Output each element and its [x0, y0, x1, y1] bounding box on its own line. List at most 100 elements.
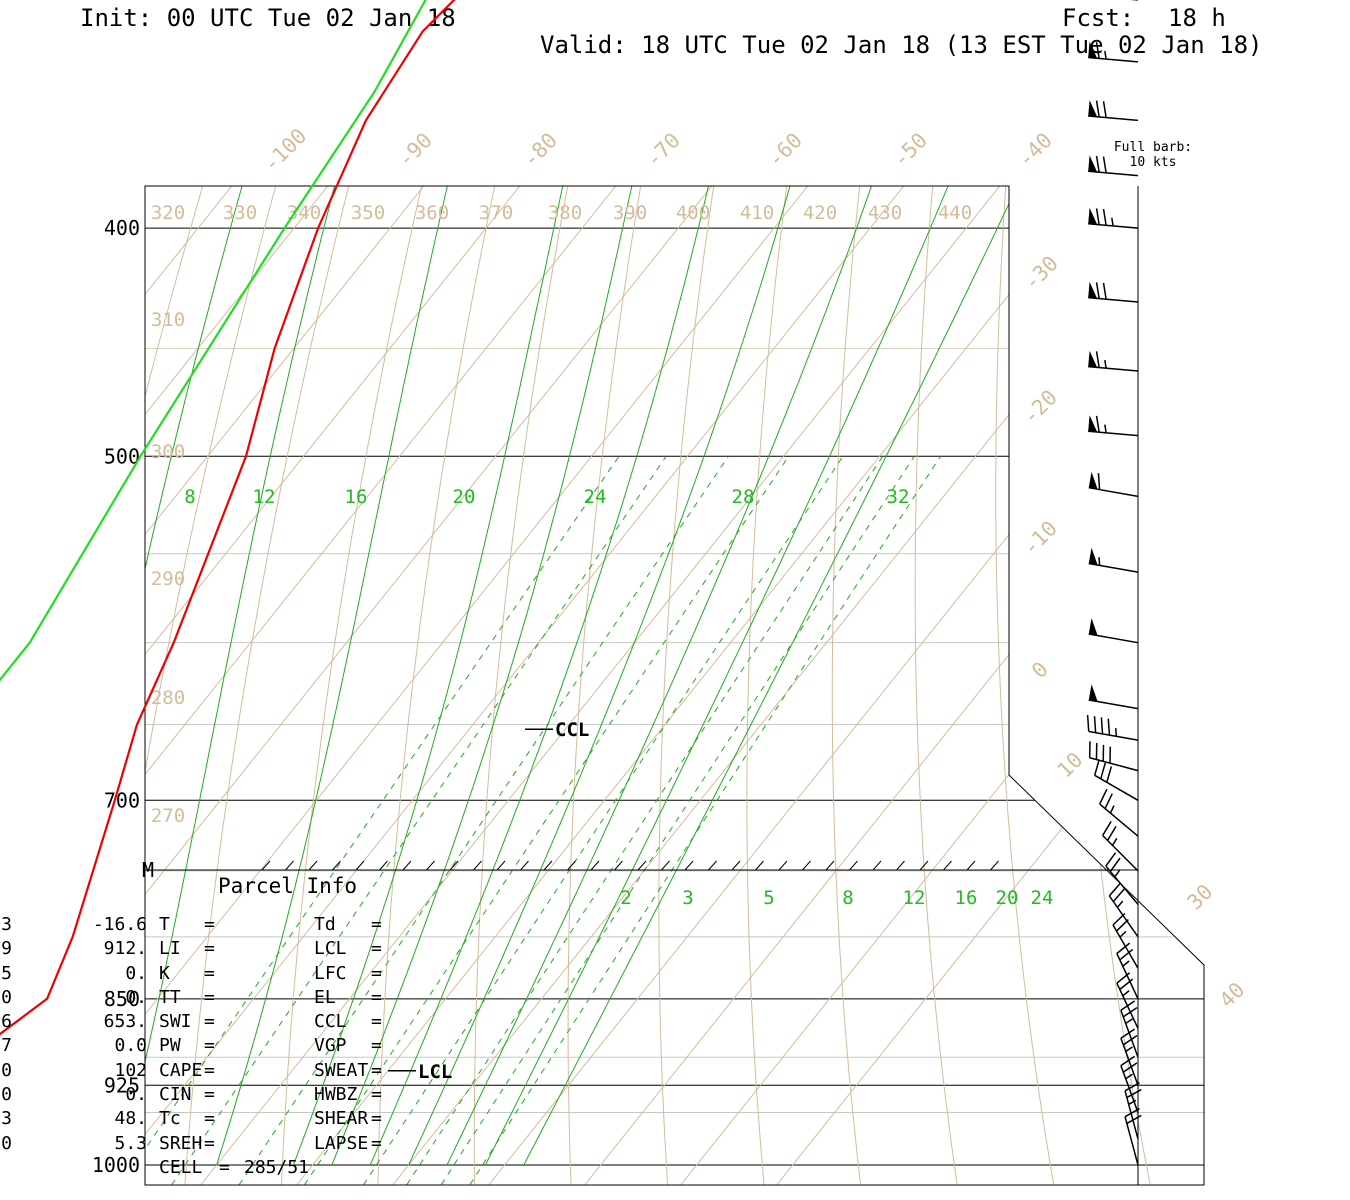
parcel-right-label: LAPSE: [314, 1132, 369, 1154]
mixing-ratio-line: [386, 456, 884, 1185]
parcel-left-label: LI: [159, 938, 181, 960]
parcel-left-label: SREH: [159, 1132, 203, 1154]
plot-frame: [144, 185, 1205, 1186]
freezing-tick: [590, 860, 600, 871]
wind-barb: [1088, 350, 1139, 372]
parcel-right-label: Td: [314, 914, 336, 935]
dry-adiabat-line: [1225, 0, 1350, 1200]
moist-adiabat-label: 12: [253, 486, 276, 508]
dry-adiabat-line: [658, 186, 1069, 1185]
freezing-tick: [355, 860, 365, 871]
parcel-right-value: 0.0: [114, 1035, 147, 1057]
theta-label: 440: [938, 202, 972, 224]
moist-adiabat-line: [369, 186, 1104, 1166]
valid-time: Valid: 18 UTC Tue 02 Jan 18 (13 EST Tue …: [540, 31, 1263, 59]
wind-barb: [1088, 415, 1139, 437]
parcel-left-label: Tc: [159, 1108, 181, 1130]
parcel-right-label: CCL: [314, 1011, 347, 1033]
pressure-label: 700: [104, 788, 140, 812]
theta-label: 290: [151, 568, 185, 590]
parcel-cell-value: 285/51: [244, 1156, 310, 1178]
mixing-ratio-line: [145, 456, 620, 1185]
parcel-right-label: SHEAR: [314, 1108, 369, 1130]
isotherm-line: [392, 186, 1193, 1185]
isotherm-line: [145, 186, 425, 1185]
wind-barb: [1093, 759, 1139, 801]
freezing-tick: [919, 860, 929, 871]
isotherm-label: -20: [1018, 385, 1062, 429]
forecast-label: Fcst:: [1062, 4, 1135, 32]
theta-label: 410: [740, 202, 774, 224]
moist-adiabat-line: [145, 186, 777, 1166]
freezing-tick: [402, 860, 412, 871]
isotherm-line: [680, 186, 1204, 1185]
wind-barb: [1088, 155, 1139, 177]
isotherm-line: [776, 186, 1204, 1185]
parcel-left-label: CIN: [159, 1084, 192, 1106]
mixing-ratio-line: [218, 456, 729, 1185]
dewpoint-line: [0, 0, 427, 682]
dry-adiabat-line: [831, 186, 1168, 1185]
parcel-right-sep: =: [371, 986, 382, 1008]
dry-adiabat-line: [473, 186, 970, 1185]
parcel-left-label: K: [159, 962, 170, 984]
parcel-left-sep: =: [204, 1084, 215, 1106]
parcel-cell-sep: =: [219, 1156, 230, 1178]
isotherm-label: 0: [1027, 657, 1053, 683]
freezing-tick: [990, 860, 999, 871]
pressure-500-suffix: M: [142, 858, 154, 882]
theta-label: 350: [351, 202, 385, 224]
wind-barb: [1088, 41, 1139, 63]
moist-adiabat-label: 20: [453, 486, 476, 508]
isotherm-line: [200, 186, 1001, 1185]
moist-adiabat-label: 8: [184, 486, 195, 508]
wind-barb: [1099, 788, 1139, 837]
parcel-left-sep: =: [204, 962, 215, 984]
parcel-right-sep: =: [371, 914, 382, 935]
parcel-left-sep: =: [204, 938, 215, 960]
theta-label: 390: [613, 202, 647, 224]
theta-label: 370: [479, 202, 513, 224]
isotherm-label: 30: [1183, 880, 1218, 915]
freezing-tick: [473, 860, 482, 871]
parcel-left-label: T: [159, 914, 170, 935]
moist-adiabat-line: [145, 186, 839, 1166]
parcel-right-value: 0.: [125, 986, 147, 1008]
isotherm-label: -40: [1013, 128, 1057, 172]
mixing-ratio-label: 2: [620, 887, 631, 909]
dry-adiabat-line: [914, 186, 1204, 1185]
moist-adiabat-line: [484, 186, 1204, 1166]
wind-barb: [1105, 852, 1139, 905]
parcel-left-label: CAPE: [159, 1059, 203, 1081]
parcel-left-value: 18.6: [0, 1011, 12, 1033]
freezing-tick: [849, 860, 858, 871]
parcel-left-value: 22.9: [0, 938, 12, 960]
wind-barb: [1088, 471, 1139, 498]
pressure-label: 850: [104, 987, 140, 1011]
theta-label: 310: [151, 309, 185, 331]
parcel-left-sep: =: [204, 1035, 215, 1057]
freezing-tick: [379, 860, 388, 871]
parcel-right-label: LFC: [314, 962, 347, 984]
parcel-right-value: 912.: [103, 938, 147, 960]
parcel-right-sep: =: [371, 1035, 382, 1057]
isotherm-line: [488, 186, 1204, 1185]
mixing-ratio-label: 5: [763, 887, 774, 909]
freezing-tick: [872, 860, 882, 871]
dry-adiabat-line: [182, 186, 820, 1185]
parcel-left-value: -25: [0, 962, 12, 984]
freezing-tick: [614, 860, 623, 871]
isotherm-line: [145, 186, 713, 1185]
isotherm-label: -10: [1018, 516, 1062, 560]
wind-barb: [1088, 741, 1139, 772]
parcel-left-value: 11.3: [0, 1108, 12, 1130]
wind-barb: [1088, 207, 1139, 229]
dry-adiabat-line: [746, 186, 1119, 1185]
parcel-right-label: VGP: [314, 1035, 347, 1057]
dry-adiabat-line: [145, 186, 771, 1185]
parcel-right-sep: =: [371, 1108, 382, 1130]
pressure-label: 1000: [92, 1153, 140, 1177]
freezing-tick: [802, 860, 811, 871]
lcl-label: LCL: [418, 1061, 452, 1083]
